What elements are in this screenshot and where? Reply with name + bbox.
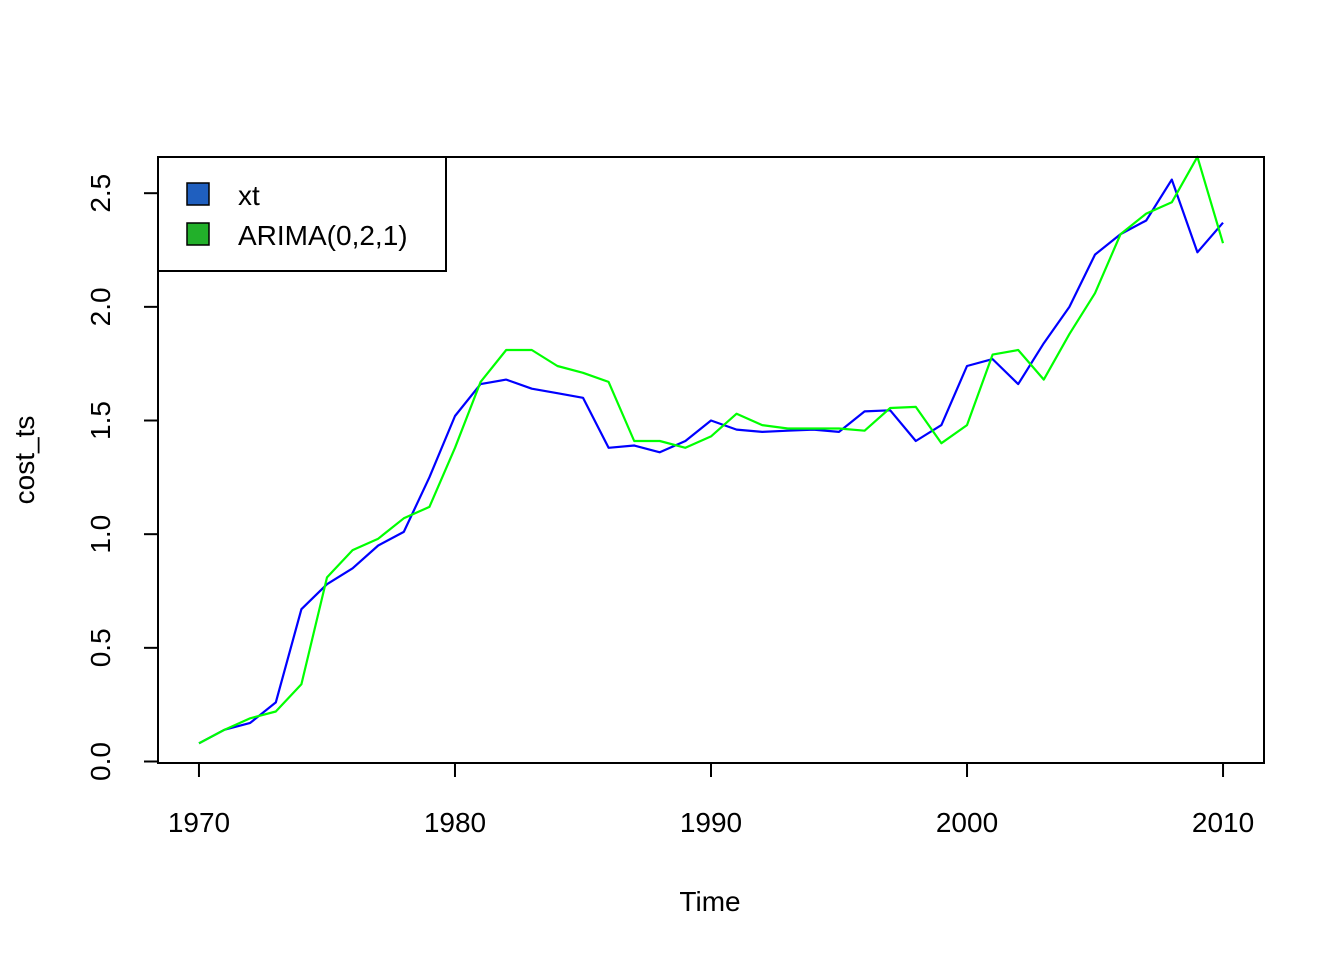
y-axis: 0.0 0.5 1.0 1.5 2.0 2.5: [85, 174, 159, 781]
x-axis-title: Time: [679, 886, 740, 917]
legend-swatch-xt: [186, 182, 210, 206]
y-tick-label: 1.5: [85, 401, 116, 440]
x-tick-label: 1990: [680, 807, 742, 838]
y-axis-title: cost_ts: [9, 416, 40, 505]
x-tick-label: 1970: [168, 807, 230, 838]
x-tick-label: 1980: [424, 807, 486, 838]
legend: xt ARIMA(0,2,1): [157, 156, 447, 272]
legend-label-arima: ARIMA(0,2,1): [238, 220, 408, 251]
legend-label-xt: xt: [238, 180, 260, 211]
y-tick-label: 2.5: [85, 174, 116, 213]
y-tick-label: 2.0: [85, 287, 116, 326]
legend-swatch-arima: [186, 222, 210, 246]
series-line-arima: [198, 155, 1225, 745]
x-tick-label: 2010: [1192, 807, 1254, 838]
y-tick-label: 0.5: [85, 628, 116, 667]
y-tick-label: 1.0: [85, 515, 116, 554]
x-axis: 1970 1980 1990 2000 2010: [168, 762, 1254, 838]
series-lines: [198, 155, 1225, 745]
series-line-xt: [198, 178, 1224, 745]
y-tick-label: 0.0: [85, 742, 116, 781]
x-tick-label: 2000: [936, 807, 998, 838]
legend-box: [157, 156, 447, 272]
